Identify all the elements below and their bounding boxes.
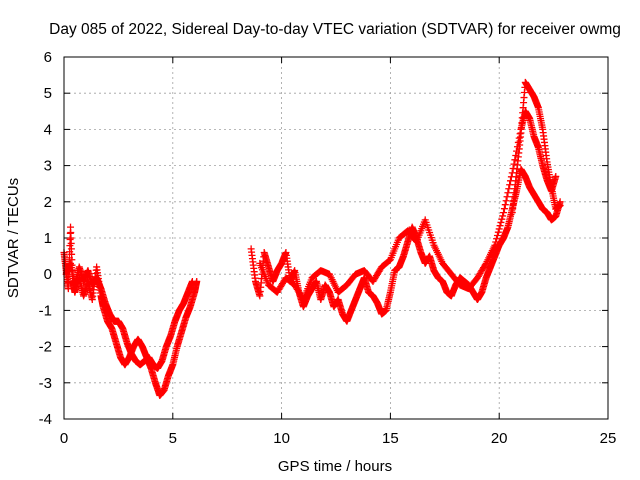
x-tick-label: 25: [600, 430, 617, 447]
x-tick-label: 0: [60, 430, 68, 447]
series-trace-e: [508, 78, 564, 217]
data-point: [500, 205, 508, 213]
data-point: [503, 193, 511, 201]
data-point: [505, 185, 513, 193]
data-point: [500, 209, 508, 217]
data-point: [188, 277, 196, 285]
data-point: [556, 201, 564, 209]
data-point: [493, 231, 501, 239]
data-point: [502, 197, 510, 205]
y-tick-label: 3: [44, 158, 52, 175]
x-axis-label: GPS time / hours: [278, 458, 392, 475]
data-point: [493, 235, 501, 243]
y-tick-label: 4: [44, 121, 52, 138]
x-tick-label: 5: [169, 430, 177, 447]
data-point: [64, 285, 72, 293]
series-trace-b: [62, 259, 196, 372]
y-tick-label: 2: [44, 194, 52, 211]
y-tick-label: 5: [44, 85, 52, 102]
series-trace-d: [256, 107, 560, 304]
data-point: [491, 241, 499, 249]
y-tick-label: 6: [44, 49, 52, 66]
data-point: [501, 201, 509, 209]
y-axis-label: SDTVAR / TECUs: [5, 178, 22, 298]
data-points: [60, 78, 564, 399]
x-tick-label: 20: [491, 430, 508, 447]
y-tick-label: -3: [39, 375, 52, 392]
x-tick-label: 15: [382, 430, 399, 447]
data-point: [494, 228, 502, 236]
y-tick-label: 1: [44, 230, 52, 247]
y-tick-label: 0: [44, 266, 52, 283]
data-point: [552, 172, 560, 180]
data-point: [496, 222, 504, 230]
data-point: [510, 160, 518, 168]
data-point: [492, 238, 500, 246]
data-point: [66, 235, 74, 243]
data-point: [497, 218, 505, 226]
data-point: [498, 215, 506, 223]
y-tick-label: -1: [39, 302, 52, 319]
series-trace-c: [247, 165, 564, 325]
plot-frame: [63, 56, 609, 420]
y-tick-label: -4: [39, 411, 52, 428]
y-tick-label: -2: [39, 339, 52, 356]
data-point: [504, 189, 512, 197]
data-point: [495, 225, 503, 233]
tick-labels: 0 5 10 15 20 25 -4 -3 -2 -1 0 1 2 3 4 5 6: [39, 49, 617, 447]
x-tick-label: 10: [273, 430, 290, 447]
chart-title: Day 085 of 2022, Sidereal Day-to-day VTE…: [49, 21, 621, 38]
data-point: [499, 212, 507, 220]
